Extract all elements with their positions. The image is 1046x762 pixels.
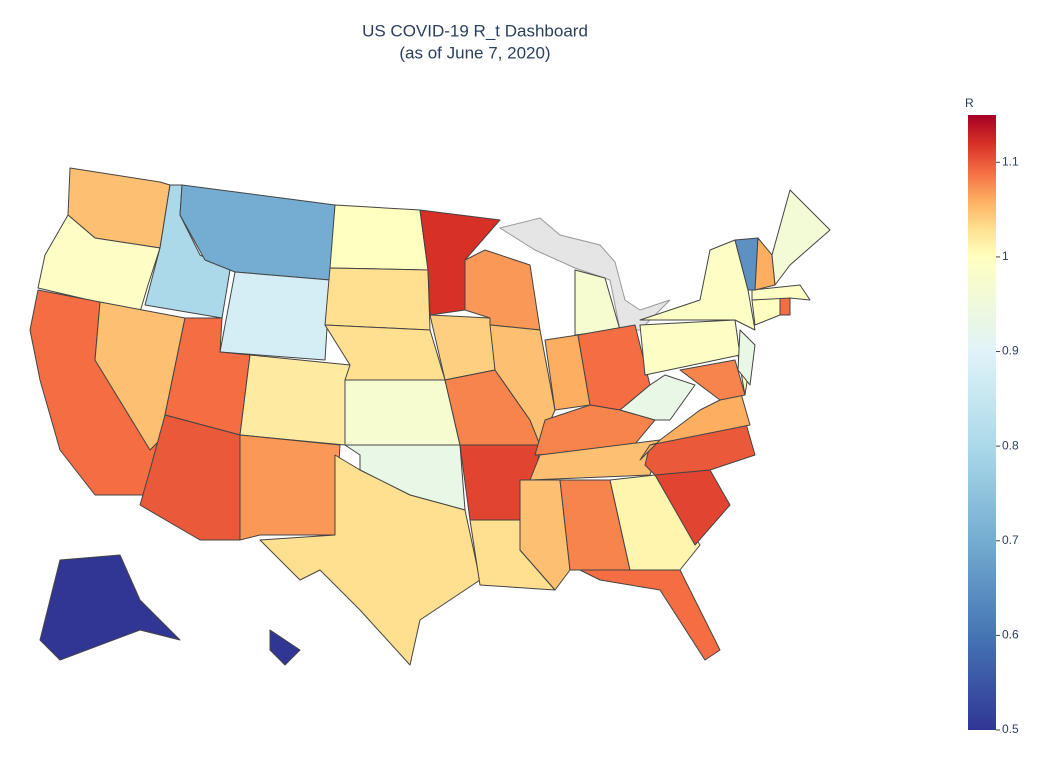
state xyxy=(529,439,661,481)
state xyxy=(519,479,571,591)
colorbar-tick-label: 0.8 xyxy=(1002,438,1019,452)
lakes xyxy=(498,217,671,331)
state xyxy=(619,374,696,421)
state xyxy=(751,284,811,301)
state xyxy=(737,329,756,386)
colorbar-title: R xyxy=(965,96,974,110)
state xyxy=(37,214,161,313)
great-lakes xyxy=(498,217,671,331)
chart-title: US COVID-19 R_t Dashboard xyxy=(362,21,588,40)
state xyxy=(771,189,831,286)
colorbar-tick-label: 1 xyxy=(1002,249,1009,263)
colorbar-tick-label: 1.1 xyxy=(1002,154,1019,168)
state xyxy=(751,297,781,326)
state xyxy=(239,354,351,446)
state xyxy=(239,434,341,541)
state xyxy=(464,249,541,331)
state xyxy=(779,297,791,316)
colorbar-ticks: 0.5 0.6 0.7 0.8 0.9 1 1.1 xyxy=(996,154,1019,736)
state xyxy=(269,629,301,666)
colorbar-tick-label: 0.7 xyxy=(1002,533,1019,547)
states xyxy=(29,167,831,666)
state xyxy=(219,271,331,361)
chart-subtitle: (as of June 7, 2020) xyxy=(399,43,550,62)
state xyxy=(259,454,481,666)
colorbar-tick-label: 0.9 xyxy=(1002,344,1019,358)
state xyxy=(39,554,181,661)
state xyxy=(344,379,461,446)
state xyxy=(324,267,431,331)
state xyxy=(639,239,756,331)
state xyxy=(579,569,721,661)
colorbar xyxy=(968,115,996,730)
state xyxy=(754,237,776,291)
colorbar-tick-label: 0.6 xyxy=(1002,628,1019,642)
colorbar-tick-label: 0.5 xyxy=(1002,722,1019,736)
state xyxy=(329,204,429,271)
state xyxy=(609,474,701,571)
